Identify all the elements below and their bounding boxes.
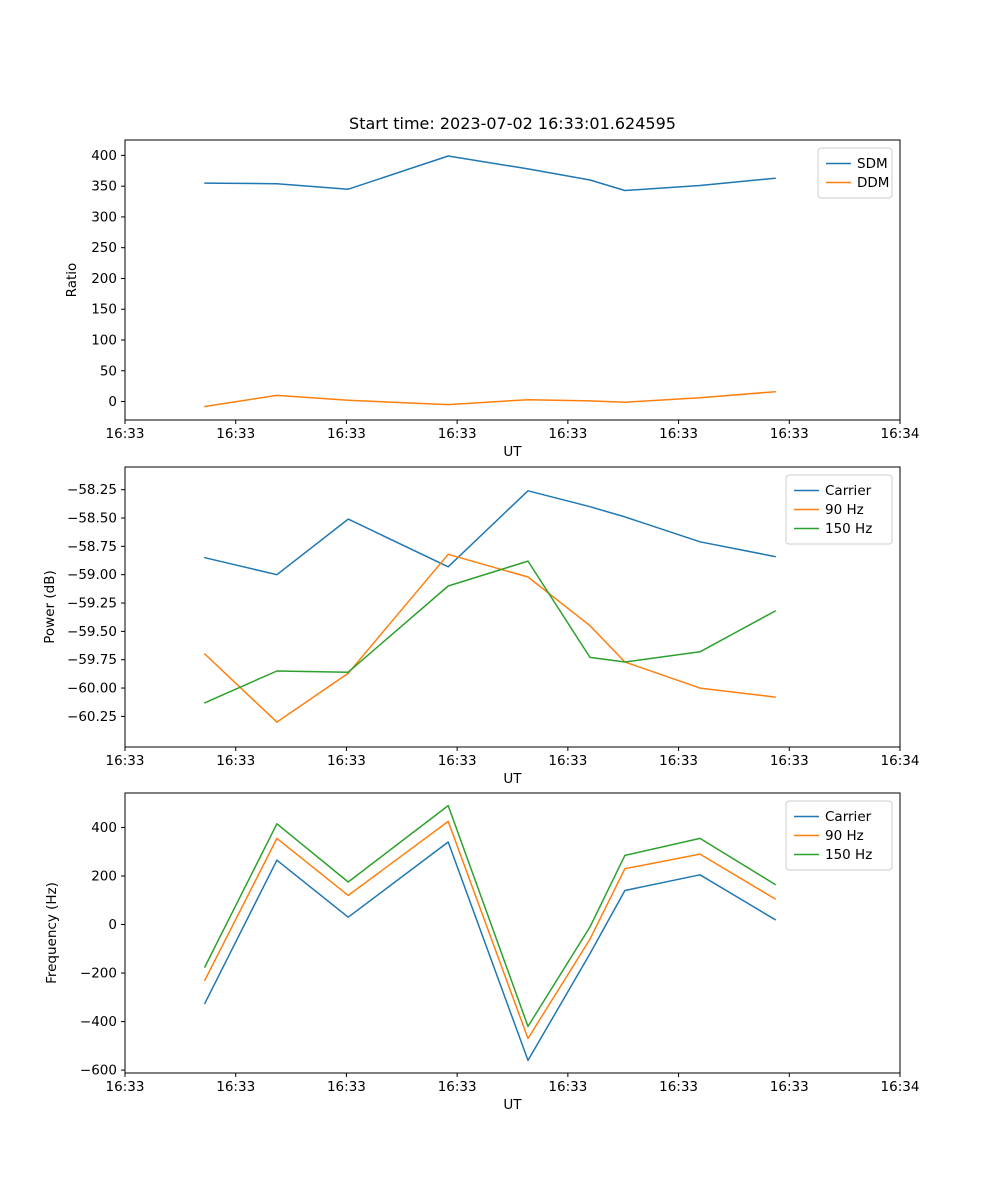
x-tick-label: 16:33 <box>106 1079 145 1095</box>
series-line-90-hz <box>204 820 776 1040</box>
x-tick-label: 16:33 <box>327 1079 366 1095</box>
y-tick-label: −58.50 <box>67 511 117 527</box>
y-tick-label: −59.25 <box>67 596 117 612</box>
axes-frame <box>124 466 901 748</box>
series-line-90-hz <box>204 553 776 723</box>
x-tick-label: 16:33 <box>106 426 145 442</box>
y-tick-label: −60.25 <box>67 709 117 725</box>
x-tick-label: 16:33 <box>770 426 809 442</box>
y-tick-label: −60.00 <box>67 681 117 697</box>
y-axis-label: Power (dB) <box>42 570 58 643</box>
x-tick-label: 16:33 <box>327 426 366 442</box>
x-tick-label: 16:33 <box>216 1079 255 1095</box>
y-tick-label: 0 <box>108 394 117 410</box>
series-line-ddm <box>204 390 776 408</box>
axes-frame <box>124 139 901 421</box>
x-tick-label: 16:33 <box>548 1079 587 1095</box>
legend-box <box>785 474 893 545</box>
x-axis-label: UT <box>503 771 522 787</box>
legend-label: 90 Hz <box>825 828 864 844</box>
x-tick-label: 16:33 <box>327 753 366 769</box>
legend-label: Carrier <box>825 809 872 825</box>
ratio-plot: Start time: 2023-07-02 16:33:01.624595 16… <box>64 114 919 460</box>
series-line-150-hz <box>204 804 776 1028</box>
y-tick-label: −58.75 <box>67 539 117 555</box>
y-tick-label: 0 <box>108 917 117 933</box>
legend-label: 150 Hz <box>825 521 872 537</box>
x-tick-label: 16:33 <box>659 426 698 442</box>
power-plot: 16:33 16:33 16:33 16:33 16:33 16:33 16:33 16:34… <box>42 466 920 787</box>
y-tick-label: −400 <box>80 1014 117 1030</box>
x-tick-label: 16:33 <box>770 753 809 769</box>
x-tick-label: 16:33 <box>216 426 255 442</box>
y-tick-label: 200 <box>91 868 117 884</box>
y-tick-label: 400 <box>91 148 117 164</box>
y-tick-label: −59.75 <box>67 652 117 668</box>
legend-label: 90 Hz <box>825 502 864 518</box>
x-tick-label: 16:34 <box>881 753 920 769</box>
series-line-150-hz <box>204 560 776 704</box>
legend-label: 150 Hz <box>825 847 872 863</box>
legend-label: SDM <box>857 156 888 172</box>
y-tick-label: 250 <box>91 240 117 256</box>
x-tick-label: 16:33 <box>438 753 477 769</box>
x-tick-label: 16:33 <box>438 1079 477 1095</box>
series-line-carrier <box>204 490 776 576</box>
x-tick-label: 16:33 <box>659 1079 698 1095</box>
x-tick-label: 16:33 <box>548 426 587 442</box>
y-axis-label: Frequency (Hz) <box>44 882 60 984</box>
x-tick-label: 16:33 <box>659 753 698 769</box>
frequency-plot: 16:33 16:33 16:33 16:33 16:33 16:33 16:33 16:34… <box>44 792 920 1113</box>
x-tick-label: 16:34 <box>881 1079 920 1095</box>
y-tick-label: 150 <box>91 302 117 318</box>
y-tick-label: 100 <box>91 333 117 349</box>
y-axis-label: Ratio <box>64 263 80 298</box>
x-axis-label: UT <box>503 1097 522 1113</box>
x-tick-label: 16:33 <box>770 1079 809 1095</box>
chart-title: Start time: 2023-07-02 16:33:01.624595 <box>349 114 676 133</box>
x-axis-label: UT <box>503 444 522 460</box>
y-tick-label: −58.25 <box>67 482 117 498</box>
y-tick-label: −600 <box>80 1063 117 1079</box>
axes-frame <box>124 792 901 1074</box>
x-tick-label: 16:33 <box>438 426 477 442</box>
y-tick-label: −59.50 <box>67 624 117 640</box>
y-tick-label: −200 <box>80 966 117 982</box>
series-line-sdm <box>204 155 776 192</box>
y-tick-label: 400 <box>91 820 117 836</box>
series-line-carrier <box>204 841 776 1062</box>
x-tick-label: 16:33 <box>216 753 255 769</box>
legend-box <box>817 147 893 199</box>
x-tick-label: 16:33 <box>106 753 145 769</box>
legend-box <box>785 800 893 871</box>
y-tick-label: 350 <box>91 179 117 195</box>
y-tick-label: 300 <box>91 209 117 225</box>
y-tick-label: 50 <box>100 363 117 379</box>
legend-label: Carrier <box>825 483 872 499</box>
y-tick-label: 200 <box>91 271 117 287</box>
y-tick-label: −59.00 <box>67 567 117 583</box>
legend-label: DDM <box>857 175 889 191</box>
x-tick-label: 16:34 <box>881 426 920 442</box>
x-tick-label: 16:33 <box>548 753 587 769</box>
